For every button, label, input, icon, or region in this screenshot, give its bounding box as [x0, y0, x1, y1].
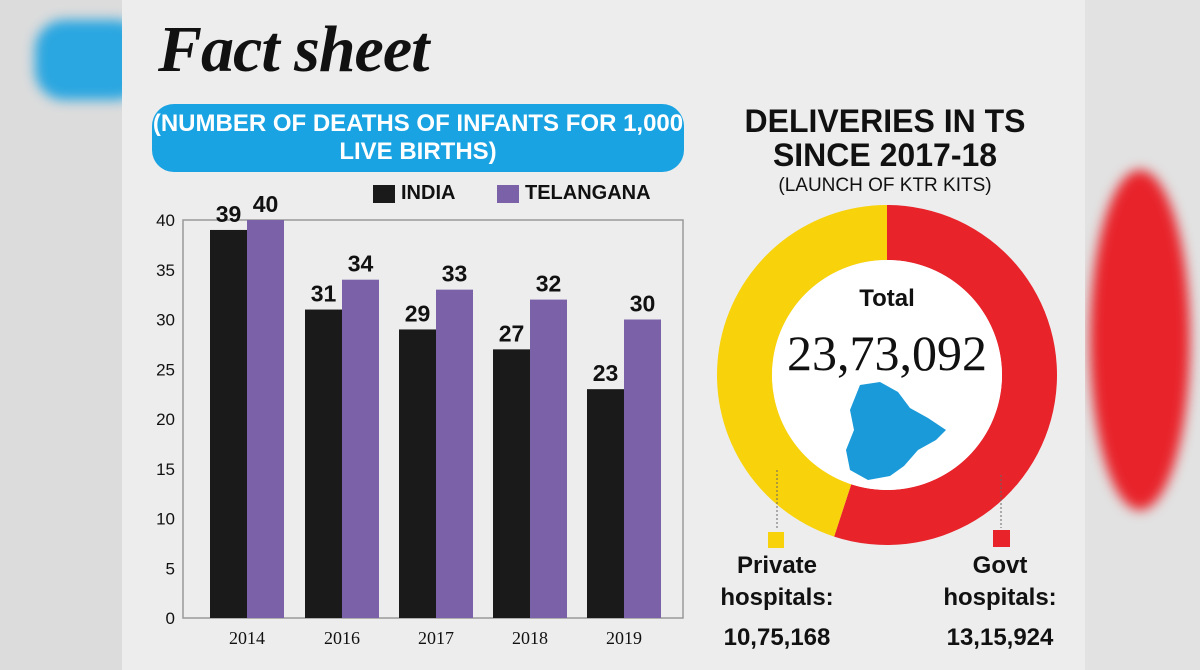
private-value: 10,75,168 [723, 624, 831, 651]
bar-india-2016 [305, 309, 342, 618]
bar-telangana-2018 [530, 299, 567, 618]
data-label: 40 [253, 191, 279, 217]
govt-value: 13,15,924 [946, 624, 1054, 651]
govt-name: Govt hospitals: [943, 552, 1057, 611]
bar-india-2018 [493, 349, 530, 618]
background-left [0, 0, 122, 670]
y-tick-label: 35 [156, 261, 175, 280]
data-label: 23 [593, 360, 619, 386]
y-tick-label: 5 [166, 559, 175, 578]
background-blur-red [1090, 170, 1190, 510]
legend-telangana: TELANGANA [497, 182, 651, 205]
bar-telangana-2017 [436, 289, 473, 618]
total-label: Total [859, 285, 915, 312]
y-tick-label: 20 [156, 410, 175, 429]
bar-india-2017 [399, 329, 436, 618]
donut-title: DELIVERIES IN TS SINCE 2017-18 [744, 103, 1026, 173]
bar-telangana-2014 [247, 220, 284, 618]
bar-india-2019 [587, 389, 624, 618]
bar-india-2014 [210, 229, 247, 618]
data-label: 29 [405, 300, 431, 326]
y-tick-label: 30 [156, 311, 175, 330]
donut-hole [772, 260, 1002, 490]
x-tick-label: 2014 [229, 628, 265, 648]
donut-slice [834, 205, 1057, 545]
x-tick-label: 2016 [324, 628, 360, 648]
telangana-map-icon [846, 382, 946, 480]
x-tick-label: 2019 [606, 628, 642, 648]
data-label: 33 [442, 261, 468, 287]
data-label: 34 [348, 251, 374, 277]
total-value: 23,73,092 [787, 325, 987, 381]
y-tick-label: 40 [156, 211, 175, 230]
donut-slice [717, 205, 887, 537]
x-tick-label: 2018 [512, 628, 548, 648]
data-label: 27 [499, 320, 525, 346]
legend-india: INDIA [373, 182, 455, 205]
legend-swatch-india [373, 184, 395, 203]
data-label: 39 [216, 201, 242, 227]
private-name: Private hospitals: [720, 552, 834, 611]
y-tick-label: 0 [166, 609, 175, 628]
private-label: Private hospitals: 10,75,168 [702, 550, 852, 654]
legend-label: TELANGANA [525, 182, 651, 204]
bar-chart-title: (NUMBER OF DEATHS OF INFANTS FOR 1,000 L… [152, 104, 684, 172]
legend-label: INDIA [401, 182, 456, 204]
data-label: 31 [311, 281, 337, 307]
bar-telangana-2019 [624, 319, 661, 618]
data-label: 32 [536, 271, 562, 297]
y-tick-label: 10 [156, 510, 175, 529]
govt-label: Govt hospitals: 13,15,924 [925, 550, 1075, 654]
marker-private [768, 532, 784, 548]
y-tick-label: 15 [156, 460, 175, 479]
bar-telangana-2016 [342, 279, 379, 618]
data-label: 30 [630, 291, 656, 317]
donut-subtitle: (LAUNCH OF KTR KITS) [778, 175, 992, 196]
y-tick-label: 25 [156, 360, 175, 379]
legend-swatch-telangana [497, 184, 519, 203]
page-title: Fact sheet [158, 13, 429, 86]
marker-govt [993, 530, 1010, 547]
x-tick-label: 2017 [418, 628, 454, 648]
